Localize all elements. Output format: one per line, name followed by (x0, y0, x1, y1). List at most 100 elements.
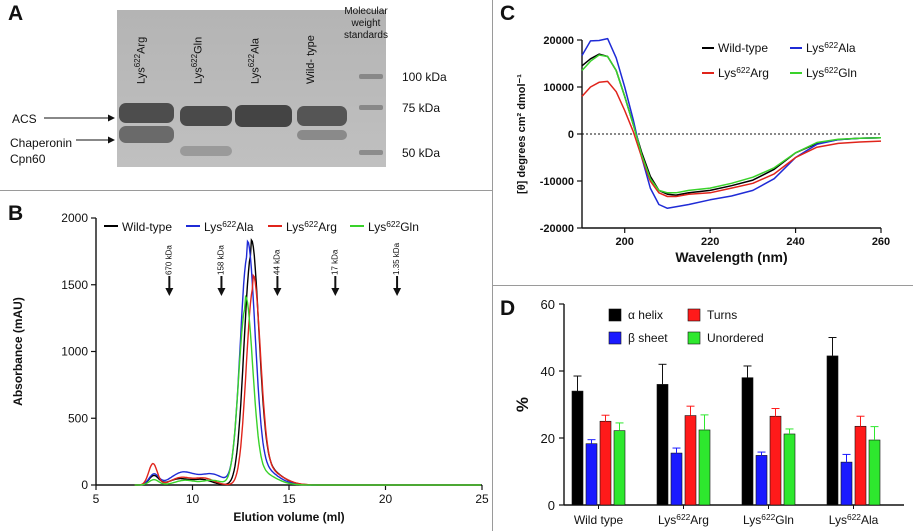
x-tick-label: 260 (872, 236, 890, 248)
standard-label: 1.35 kDa (392, 242, 401, 275)
y-tick-label: 0 (568, 129, 574, 141)
legend-label: Lys622Gln (368, 219, 419, 234)
bar (840, 461, 853, 506)
y-tick-label: 40 (541, 364, 555, 379)
series-line (134, 294, 481, 486)
x-tick-label: 25 (475, 492, 489, 506)
x-tick-label: 20 (379, 492, 393, 506)
panel-a-label: A (8, 2, 24, 25)
left-horizontal-divider (0, 190, 492, 191)
gel-band (180, 146, 232, 156)
bar (656, 384, 669, 506)
y-tick-label: 500 (68, 411, 88, 425)
bar (585, 443, 598, 506)
series-line (134, 273, 481, 486)
y-tick-label: 0 (81, 478, 88, 492)
y-axis-title: [θ] degrees cm² dmol⁻¹ (516, 74, 528, 194)
bar (755, 455, 768, 506)
y-tick-label: -20000 (540, 223, 574, 235)
panel-b: B 0 500 1000 1500 2000 5 10 15 20 25 Elution volum… (0, 190, 492, 531)
legend-swatch (608, 308, 622, 322)
y-tick-label: 20000 (543, 35, 574, 47)
gel-band (297, 130, 347, 140)
series-line (581, 37, 882, 210)
legend-label: Lys622Ala (806, 40, 856, 55)
legend-label: Wild-type (122, 220, 172, 234)
chaperonin-label: Chaperonin Cpn60 (10, 136, 73, 166)
legend-label: Wild-type (718, 41, 768, 55)
panel-d: D 0 20 40 60% Wild type Lys622Arg Lys622Gln Lys… (492, 285, 913, 531)
legend-swatch (687, 308, 701, 322)
right-horizontal-divider (492, 285, 913, 286)
standard-arrow-head (165, 288, 174, 296)
standard-label: 670 kDa (164, 245, 173, 275)
panel-c: C -20000 -10000 0 10000 20000 200 220 240 260 Wav… (492, 0, 913, 285)
series-line (581, 54, 882, 194)
x-tick-label: 15 (282, 492, 296, 506)
bar (868, 439, 881, 506)
standard-label: 44 kDa (272, 249, 281, 275)
legend-label: Lys622Arg (286, 219, 337, 234)
mw-marker-75: 75 kDa (402, 101, 441, 115)
bar (783, 433, 796, 506)
series-line (134, 239, 481, 486)
standard-label: 17 kDa (330, 249, 339, 275)
legend-label: Turns (707, 308, 737, 322)
gel-band (235, 105, 292, 127)
standard-arrow-head (393, 288, 402, 296)
gel-band (297, 106, 347, 126)
y-tick-label: -10000 (540, 176, 574, 188)
x-tick-label: Wild type (574, 513, 624, 527)
x-tick-label: 5 (93, 492, 100, 506)
mw-marker-50: 50 kDa (402, 146, 441, 160)
chart-d: 0 20 40 60% Wild type Lys622Arg Lys622Gln Lys62… (513, 297, 904, 527)
mw-marker-100: 100 kDa (402, 70, 447, 84)
series-line (581, 80, 882, 198)
y-tick-label: 1000 (61, 345, 88, 359)
legend-label: β sheet (628, 331, 668, 345)
marker-band (359, 150, 383, 155)
bar (571, 390, 584, 506)
panel-c-label: C (500, 2, 516, 25)
bar (741, 377, 754, 506)
legend-label: Lys622Gln (806, 65, 857, 80)
x-tick-label: Lys622Gln (743, 512, 794, 527)
x-tick-label: Lys622Ala (829, 512, 879, 527)
panel-a-arrows (44, 114, 115, 144)
bar (854, 425, 867, 506)
y-tick-label: 1500 (61, 278, 88, 292)
bar (599, 420, 612, 506)
panel-d-label: D (500, 297, 516, 320)
standards-label: Molecular weight standards (344, 6, 388, 41)
legend-label: Lys622Ala (204, 219, 254, 234)
x-tick-label: Lys622Arg (658, 512, 709, 527)
legend-label: Unordered (707, 331, 764, 345)
gel-band (180, 106, 232, 126)
y-axis-title: % (513, 397, 532, 412)
y-tick-label: 2000 (61, 211, 88, 225)
standard-arrow-head (331, 288, 340, 296)
x-axis-title: Elution volume (ml) (233, 510, 344, 524)
standard-arrow-head (217, 288, 226, 296)
chart-b: 0 500 1000 1500 2000 5 10 15 20 25 Elution volume … (11, 211, 489, 524)
series-line (134, 238, 481, 486)
y-tick-label: 60 (541, 297, 555, 312)
x-tick-label: 200 (616, 236, 634, 248)
x-tick-label: 240 (786, 236, 804, 248)
bar (670, 452, 683, 506)
bar (769, 415, 782, 506)
x-axis-title: Wavelength (nm) (675, 249, 787, 265)
panel-a: A Lys622Arg Lys622Gln Lys622Ala Wild- ty… (0, 0, 492, 190)
bar (613, 430, 626, 506)
gel-image (117, 10, 386, 167)
legend-swatch (608, 331, 622, 345)
standard-arrow-head (273, 288, 282, 296)
legend-swatch (687, 331, 701, 345)
standard-label: 158 kDa (216, 245, 225, 275)
legend-label: α helix (628, 308, 663, 322)
bar (684, 415, 697, 506)
acs-label: ACS (12, 112, 37, 126)
x-tick-label: 10 (186, 492, 200, 506)
gel-band (119, 103, 174, 123)
marker-band (359, 74, 383, 79)
